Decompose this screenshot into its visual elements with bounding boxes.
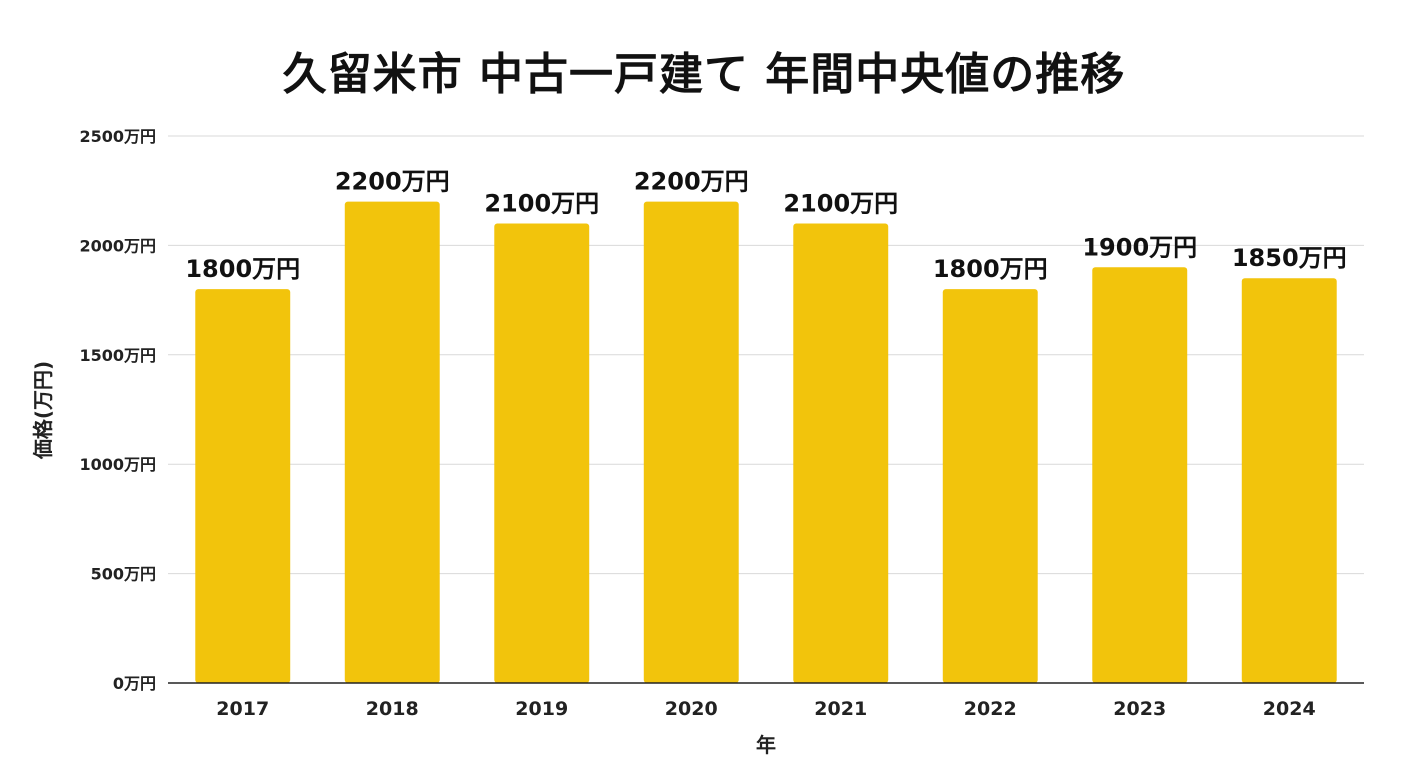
data-label: 2200万円	[335, 168, 450, 196]
bar-2021	[793, 223, 889, 683]
bar-2018	[344, 201, 440, 683]
x-tick-label: 2022	[964, 698, 1017, 720]
data-label: 1900万円	[1082, 233, 1197, 261]
bar-2017	[195, 289, 291, 683]
x-tick-label: 2024	[1263, 698, 1316, 720]
x-tick-label: 2021	[814, 698, 867, 720]
y-axis-title: 価格(万円)	[31, 361, 55, 460]
data-labels: 1800万円 2200万円 2100万円 2200万円 2100万円 1800万円 1900…	[185, 168, 1346, 284]
bar-2023	[1092, 267, 1188, 683]
y-tick-label: 2000万円	[79, 236, 156, 255]
x-tick-label: 2020	[665, 698, 718, 720]
bars	[195, 201, 1337, 683]
x-tick-label: 2023	[1113, 698, 1166, 720]
y-tick-label: 2500万円	[79, 127, 156, 146]
data-label: 1850万円	[1232, 244, 1347, 272]
bar-2019	[494, 223, 590, 683]
chart-title: 久留米市 中古一戸建て 年間中央値の推移	[282, 49, 1126, 100]
bar-2024	[1241, 278, 1337, 683]
x-tick-label: 2019	[515, 698, 568, 720]
y-tick-label: 1000万円	[79, 455, 156, 474]
data-label: 2200万円	[634, 168, 749, 196]
data-label: 2100万円	[484, 190, 599, 218]
y-tick-label: 500万円	[91, 565, 156, 584]
x-axis-title: 年	[756, 733, 776, 757]
data-label: 1800万円	[933, 255, 1048, 283]
x-tick-labels: 2017 2018 2019 2020 2021 2022 2023 2024	[216, 698, 1315, 720]
y-tick-label: 0万円	[113, 674, 156, 693]
y-tick-label: 1500万円	[79, 346, 156, 365]
x-tick-label: 2017	[216, 698, 269, 720]
y-tick-labels: 0万円 500万円 1000万円 1500万円 2000万円 2500万円	[79, 127, 156, 693]
bar-2020	[643, 201, 739, 683]
data-label: 1800万円	[185, 255, 300, 283]
data-label: 2100万円	[783, 190, 898, 218]
bar-2022	[942, 289, 1038, 683]
x-tick-label: 2018	[366, 698, 419, 720]
